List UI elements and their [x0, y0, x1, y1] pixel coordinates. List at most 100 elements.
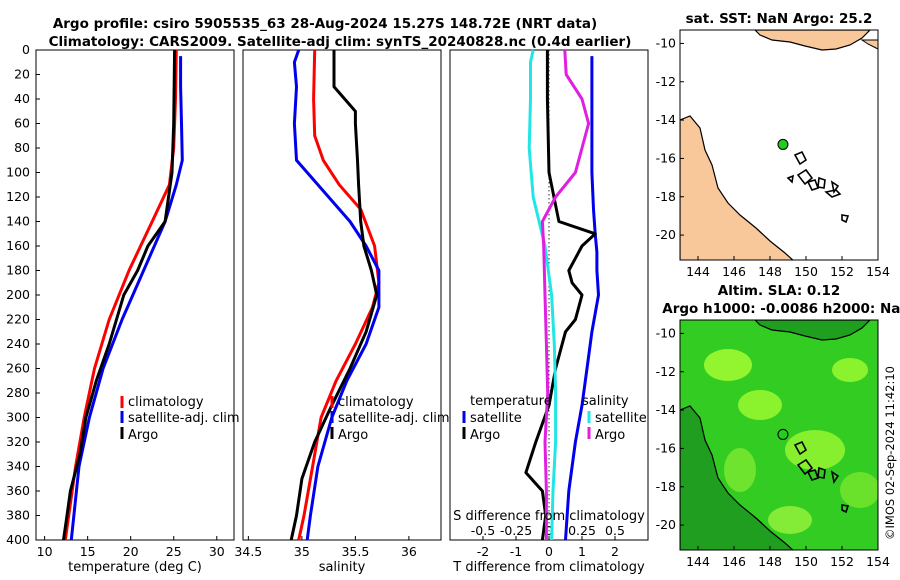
map-x-tick-label: 148: [758, 554, 782, 569]
x-tick-label: 0: [545, 544, 553, 559]
sla-high-patch: [768, 506, 812, 534]
map-x-tick-label: 150: [794, 264, 818, 279]
temperature-line-argo: [62, 49, 177, 541]
y-tick-label: 340: [6, 459, 30, 474]
legend-sal-satellite-label: satellite: [595, 411, 647, 426]
difference-x2-ticks: -0.5 -0.25 0 0.25 0.5: [471, 523, 625, 538]
argo-position-marker: [777, 428, 789, 440]
x2-tick-label: 0.25: [568, 523, 596, 538]
map-y-tick-label: -14: [656, 402, 676, 417]
legend-climatology-label: climatology: [128, 395, 204, 410]
temperature-line-satellite-adj-clim: [69, 56, 184, 541]
legend-salinity-title: salinity: [582, 394, 629, 409]
legend-temperature-title: temperature: [470, 394, 552, 409]
legend-temp-argo-label: Argo: [470, 428, 500, 443]
sla-map: Altim. SLA: 0.12 Argo h1000: -0.0086 h20…: [656, 283, 900, 569]
salinity-legend: climatology satellite-adj. clim Argo: [330, 395, 450, 443]
x2-tick-label: 0: [545, 523, 553, 538]
figure-title-line2: Climatology: CARS2009. Satellite-adj cli…: [49, 34, 632, 50]
map-y-tick-label: -20: [656, 227, 676, 242]
sst-reefs: [786, 150, 850, 224]
y-tick-label: 80: [14, 140, 30, 155]
map-y-tick-label: -16: [656, 440, 676, 455]
sst-new-guinea: [754, 30, 871, 51]
sst-map-x-ticks: 144 146 148 150 152 154: [686, 256, 890, 279]
sla-new-guinea-mask: [754, 320, 871, 341]
difference-xlabel: T difference from climatology: [452, 560, 645, 575]
sla-high-patch: [738, 390, 782, 420]
x-tick-label: 35.5: [341, 544, 369, 559]
map-y-tick-label: -10: [656, 35, 676, 50]
legend-satellite-label: satellite-adj. clim: [338, 411, 450, 426]
salinity-x-ticks: 34.5 35 35.5 36: [234, 536, 417, 559]
temperature-xlabel: temperature (deg C): [68, 560, 202, 575]
y-tick-label: 20: [14, 67, 30, 82]
difference-line-temperature-argo: [524, 50, 597, 541]
temperature-legend: climatology satellite-adj. clim Argo: [120, 395, 240, 443]
sla-high-patch: [785, 430, 845, 470]
map-y-tick-label: -14: [656, 112, 676, 127]
x-tick-label: 15: [80, 544, 96, 559]
y-tick-label: 280: [6, 385, 30, 400]
salinity-panel: 34.5 35 35.5 36 salinity climatology satell…: [234, 49, 450, 575]
x2-tick-label: -0.5: [471, 523, 495, 538]
y-tick-label: 260: [6, 361, 30, 376]
difference-line-temperature-satellite: [564, 56, 600, 541]
map-x-tick-label: 144: [686, 554, 710, 569]
difference-x2label: S difference from climatology: [453, 509, 645, 524]
map-y-tick-label: -20: [656, 517, 676, 532]
y-tick-label: 220: [6, 312, 30, 327]
map-x-tick-label: 152: [830, 554, 854, 569]
difference-line-salinity-argo: [540, 49, 591, 540]
y-tick-label: 380: [6, 508, 30, 523]
sst-island: [860, 39, 878, 50]
temperature-x-ticks: 10 15 20 25 30: [37, 536, 225, 559]
difference-x-ticks: -2 -1 0 1 2: [477, 536, 619, 559]
x2-tick-label: -0.25: [500, 523, 532, 538]
imos-credit: ©IMOS 02-Sep-2024 11:42:10: [883, 366, 897, 540]
temperature-panel: 0 20 40 60 80 100 120 140 160 180 200 220 240 260 280 3…: [6, 42, 239, 575]
sla-map-title-line2: Argo h1000: -0.0086 h2000: NaN: [662, 301, 900, 317]
difference-legend: temperature satellite Argo salinity sate…: [462, 394, 647, 443]
map-y-tick-label: -18: [656, 189, 676, 204]
y-tick-label: 300: [6, 410, 30, 425]
sla-mainland-mask: [680, 405, 794, 550]
x-tick-label: 30: [209, 544, 225, 559]
difference-lines: [524, 49, 600, 541]
legend-temp-satellite-label: satellite: [470, 411, 522, 426]
temperature-axes-box: [35, 49, 235, 541]
x-tick-label: 1: [578, 544, 586, 559]
sla-map-x-ticks: 144 146 148 150 152 154: [686, 546, 890, 569]
map-x-tick-label: 154: [866, 554, 890, 569]
map-x-tick-label: 152: [830, 264, 854, 279]
map-x-tick-label: 146: [722, 264, 746, 279]
salinity-line-satellite-adj-clim: [292, 49, 381, 541]
salinity-xlabel: salinity: [319, 560, 366, 575]
sla-map-y-ticks: -10 -12 -14 -16 -18 -20: [656, 325, 684, 532]
sla-high-patch: [832, 358, 868, 382]
difference-panel: -2 -1 0 1 2 -0.5 -0.25 0 0.25 0.5 S difference f…: [449, 49, 649, 575]
sst-mainland: [680, 115, 794, 260]
sla-map-title-line1: Altim. SLA: 0.12: [718, 283, 840, 299]
salinity-line-climatology: [297, 49, 381, 541]
map-y-tick-label: -18: [656, 479, 676, 494]
temperature-y-ticks: 0 20 40 60 80 100 120 140 160 180 200 220 240 260 280 3…: [6, 42, 40, 547]
salinity-line-argo: [289, 50, 379, 541]
map-x-tick-label: 144: [686, 264, 710, 279]
y-tick-label: 180: [6, 263, 30, 278]
sla-reefs: [793, 440, 850, 514]
y-tick-label: 160: [6, 238, 30, 253]
argo-position-marker: [777, 138, 789, 150]
map-x-tick-label: 148: [758, 264, 782, 279]
sst-map-frame: [679, 29, 879, 261]
x-tick-label: -1: [510, 544, 522, 559]
x-tick-label: 25: [166, 544, 182, 559]
y-tick-label: 120: [6, 189, 30, 204]
x-tick-label: 34.5: [234, 544, 262, 559]
x-tick-label: 36: [401, 544, 417, 559]
y-tick-label: 0: [22, 42, 30, 57]
map-y-tick-label: -12: [656, 364, 676, 379]
map-y-tick-label: -12: [656, 74, 676, 89]
sst-map-title: sat. SST: NaN Argo: 25.2: [686, 11, 873, 27]
